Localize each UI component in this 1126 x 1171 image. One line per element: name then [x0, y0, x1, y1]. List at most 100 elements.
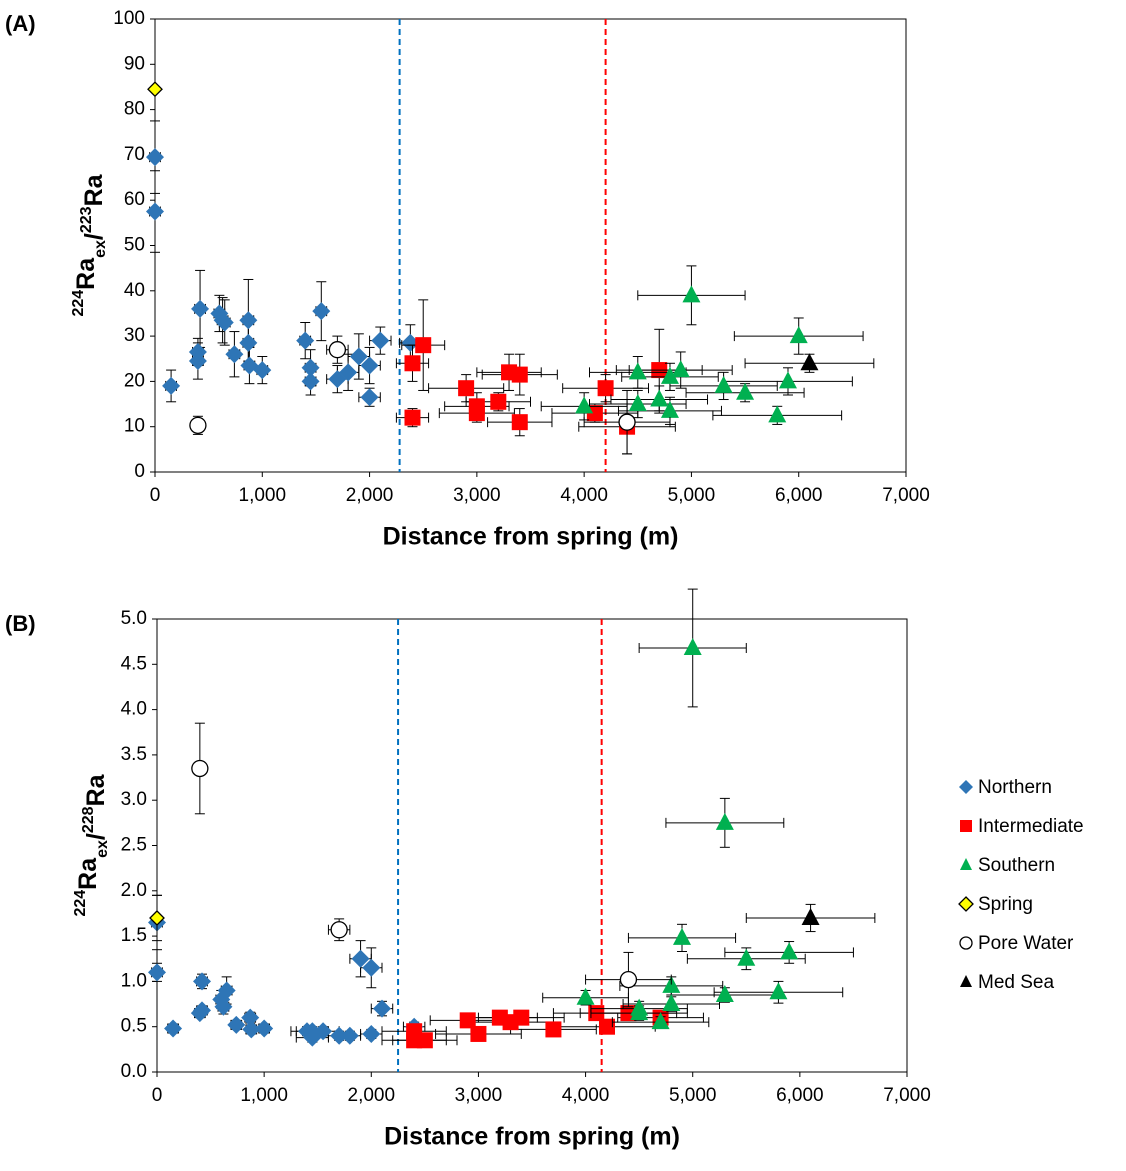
- marker: [240, 356, 259, 375]
- marker: [513, 1009, 530, 1026]
- marker: [303, 1022, 322, 1041]
- y-axis-title-part: Ra: [80, 173, 108, 206]
- marker: [253, 361, 272, 380]
- marker: [193, 972, 211, 991]
- x-tick-label: 7,000: [883, 1085, 931, 1106]
- x-tick-label: 6,000: [776, 1085, 824, 1106]
- marker: [404, 409, 421, 426]
- y-tick-label: 4.0: [121, 699, 147, 720]
- marker: [351, 949, 370, 968]
- marker: [148, 963, 166, 982]
- y-axis-title-part: ex: [92, 240, 109, 258]
- marker: [225, 345, 244, 364]
- marker: [780, 942, 799, 960]
- panel-label: (B): [5, 611, 36, 636]
- legend-label: Northern: [978, 777, 1052, 798]
- y-axis-title: 224Raex/223Ra: [70, 173, 109, 316]
- legend-label: Spring: [978, 894, 1033, 915]
- y-tick-label: 0.0: [121, 1061, 147, 1082]
- marker: [164, 1019, 183, 1038]
- y-axis-title-part: 224: [72, 890, 89, 917]
- panel-label: (A): [5, 11, 36, 36]
- y-tick-label: 50: [124, 235, 145, 256]
- marker: [328, 341, 347, 359]
- x-tick-label: 7,000: [882, 485, 930, 506]
- marker: [660, 366, 679, 384]
- y-tick-label: 0: [134, 461, 145, 482]
- x-tick-label: 5,000: [669, 1085, 717, 1106]
- y-axis-title-part: 223: [78, 206, 95, 233]
- marker: [715, 984, 734, 1002]
- legend-label: Southern: [978, 855, 1055, 876]
- y-axis-title-part: /: [82, 833, 110, 840]
- marker: [314, 1022, 333, 1041]
- marker: [189, 416, 207, 434]
- marker: [628, 394, 647, 412]
- marker: [188, 352, 207, 371]
- y-tick-label: 2.5: [121, 835, 147, 856]
- y-axis-title-part: 224: [70, 290, 87, 317]
- marker: [360, 388, 379, 407]
- marker: [736, 382, 755, 400]
- marker: [650, 389, 669, 407]
- marker: [618, 413, 636, 431]
- y-tick-label: 1.5: [121, 925, 147, 946]
- marker: [404, 355, 421, 372]
- marker: [188, 342, 207, 361]
- marker: [241, 1008, 260, 1027]
- marker: [769, 982, 788, 1000]
- marker: [619, 970, 638, 989]
- marker: [296, 331, 315, 350]
- y-tick-label: 5.0: [121, 608, 147, 629]
- marker: [800, 353, 819, 371]
- marker: [193, 1001, 211, 1020]
- y-tick-label: 40: [124, 280, 145, 301]
- marker: [715, 812, 734, 830]
- legend-marker: [960, 858, 972, 870]
- x-tick-label: 4,000: [560, 485, 608, 506]
- y-tick-label: 3.5: [121, 744, 147, 765]
- marker: [490, 393, 507, 410]
- marker: [628, 362, 647, 380]
- plot-frame: [156, 618, 908, 1073]
- y-axis-title-part: 228: [80, 806, 97, 833]
- y-axis-title: 224Raex/228Ra: [72, 773, 111, 916]
- y-tick-label: 1.0: [121, 970, 147, 991]
- marker: [146, 202, 164, 221]
- marker: [660, 400, 679, 418]
- x-tick-label: 0: [150, 485, 161, 506]
- marker: [330, 1026, 349, 1045]
- y-tick-label: 30: [124, 325, 145, 346]
- marker: [511, 414, 528, 431]
- y-tick-label: 60: [124, 189, 145, 210]
- y-axis-title-part: /: [80, 233, 108, 240]
- marker: [671, 360, 690, 378]
- y-tick-label: 3.0: [121, 789, 147, 810]
- y-axis-title-part: Ra: [72, 257, 100, 290]
- marker: [312, 302, 331, 321]
- x-axis-title: Distance from spring (m): [383, 523, 679, 551]
- marker: [362, 958, 381, 977]
- marker: [214, 997, 233, 1016]
- y-axis-title-part: Ra: [74, 857, 102, 890]
- legend-marker: [960, 975, 972, 987]
- marker: [683, 637, 702, 655]
- marker: [215, 313, 234, 332]
- marker: [662, 994, 681, 1012]
- y-tick-label: 0.5: [121, 1016, 147, 1037]
- legend-marker: [960, 820, 972, 832]
- marker: [239, 333, 258, 352]
- marker: [255, 1019, 274, 1038]
- legend-label: Intermediate: [978, 816, 1084, 837]
- panel: (A) 0 10 20 30 40 50 60 70 80 90 100 0 1,000 2,000 3,00…: [5, 8, 930, 551]
- marker: [599, 1018, 615, 1035]
- marker: [511, 366, 528, 383]
- marker: [330, 921, 348, 939]
- marker: [362, 1024, 381, 1043]
- marker: [576, 987, 595, 1005]
- marker: [789, 326, 808, 344]
- y-tick-label: 20: [124, 370, 145, 391]
- x-axis-title: Distance from spring (m): [384, 1123, 680, 1151]
- marker: [737, 948, 756, 966]
- legend-label: Med Sea: [978, 972, 1054, 993]
